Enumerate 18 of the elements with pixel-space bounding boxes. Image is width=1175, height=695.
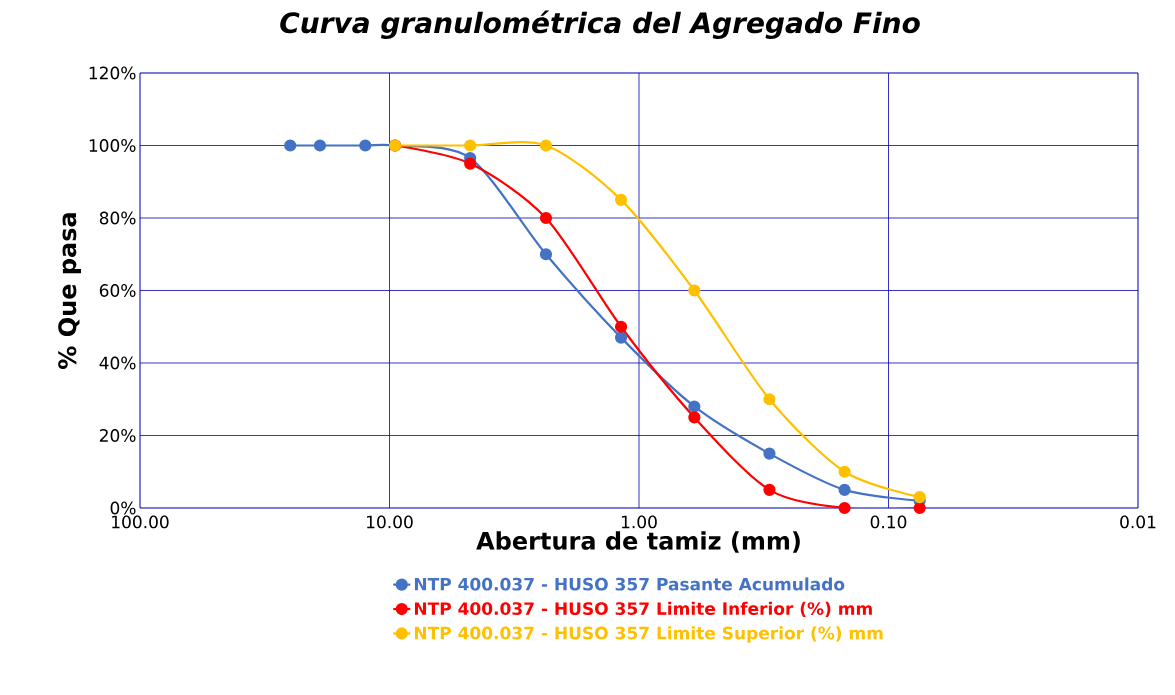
x-tick-label: 100.00 xyxy=(112,515,169,529)
y-axis-title: % Que pasa xyxy=(58,213,81,369)
y-tick-label: 20% xyxy=(99,429,136,442)
x-tick-label: 10.00 xyxy=(367,515,413,529)
y-tick-label: 40% xyxy=(99,356,136,370)
y-tick-label: 80% xyxy=(99,211,136,225)
x-tick-label: 0.01 xyxy=(1120,515,1156,529)
legend-label: NTP 400.037 - HUSO 357 Limite Inferior (%) mm xyxy=(414,601,872,618)
y-tick-label: 100% xyxy=(89,139,136,152)
y-tick-label: 60% xyxy=(99,284,136,297)
chart-title: Curva granulométrica del Agregado Fino xyxy=(280,10,920,39)
x-tick-label: 1.00 xyxy=(621,515,657,529)
x-axis-title: Abertura de tamiz (mm) xyxy=(476,531,800,553)
x-tick-label: 0.10 xyxy=(870,515,907,529)
y-tick-label: 120% xyxy=(89,66,136,80)
y-tick-label: 0% xyxy=(110,501,136,515)
legend-label: NTP 400.037 - HUSO 357 Pasante Acumulado xyxy=(414,577,845,591)
legend-label: NTP 400.037 - HUSO 357 Limite Superior (%) mm xyxy=(414,626,883,643)
